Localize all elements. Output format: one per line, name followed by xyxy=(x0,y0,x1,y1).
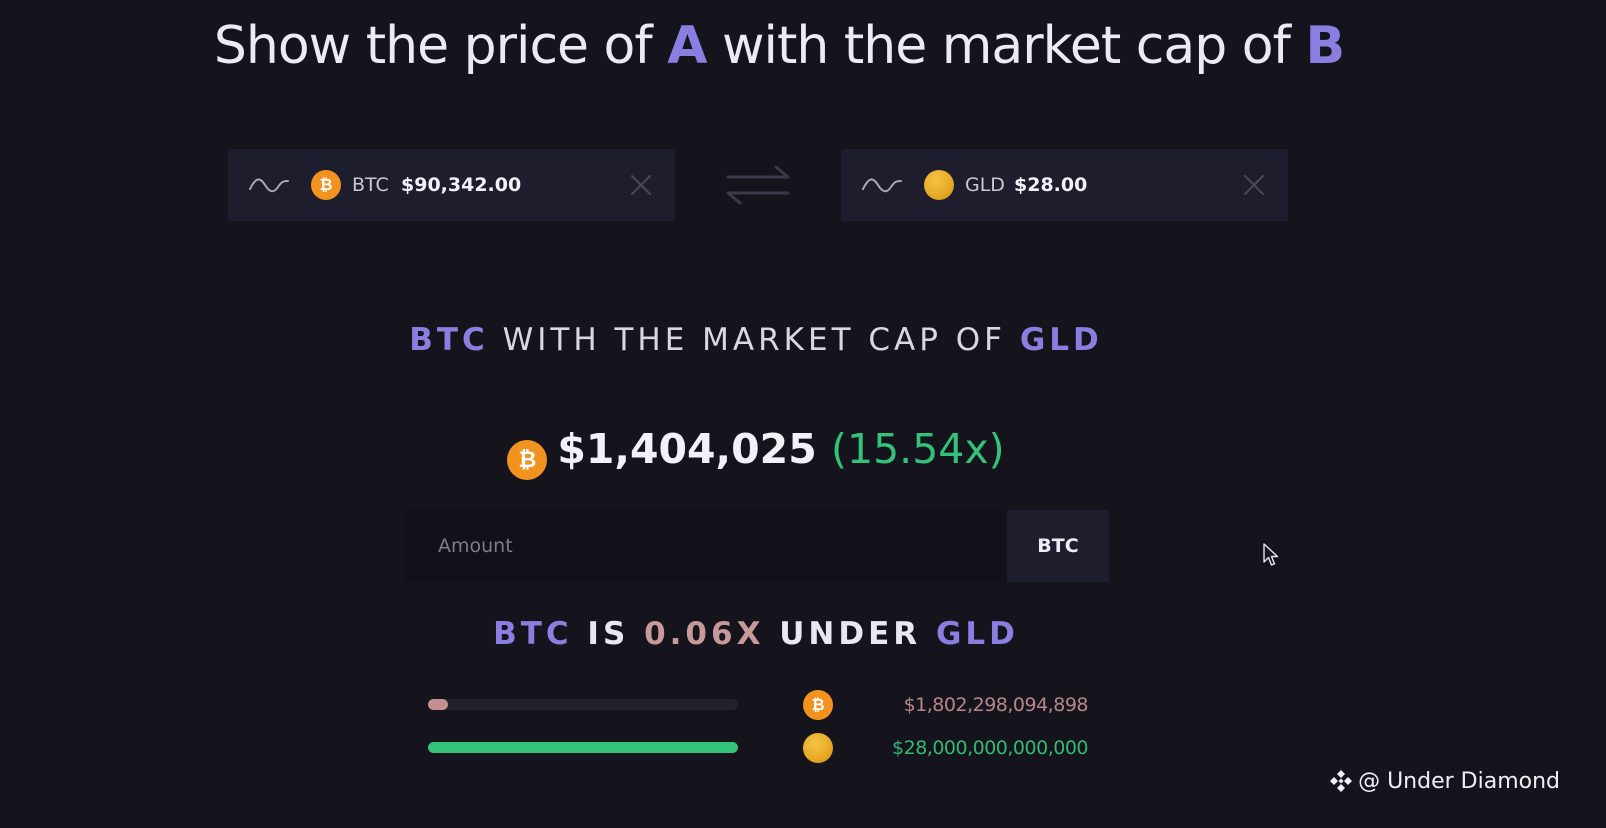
token-a-symbol: BTC xyxy=(352,174,389,196)
token-a-selector[interactable]: ₿ BTC $90,342.00 xyxy=(228,149,675,221)
close-icon[interactable] xyxy=(1242,173,1266,197)
bitcoin-icon: ₿ xyxy=(507,440,548,480)
title-middle: with the market cap of xyxy=(706,16,1306,76)
market-cap-fill-btc xyxy=(428,699,448,710)
page-title: Show the price of A with the market cap … xyxy=(0,16,1558,76)
token-b-price: $28.00 xyxy=(1014,174,1088,196)
ratio-under: UNDER xyxy=(764,616,936,652)
bitcoin-icon: ₿ xyxy=(311,170,341,200)
comparison-symbol-a: BTC xyxy=(409,322,489,358)
title-prefix: Show the price of xyxy=(213,16,668,76)
ratio-symbol-a: BTC xyxy=(493,616,573,652)
title-token-b: B xyxy=(1305,16,1345,76)
sparkline-icon xyxy=(249,178,289,193)
mouse-cursor-icon xyxy=(1263,543,1279,566)
hypothetical-price-value: $1,404,025 xyxy=(557,425,817,473)
bitcoin-icon: ₿ xyxy=(803,690,833,720)
ratio-symbol-b: GLD xyxy=(935,616,1019,652)
market-cap-track xyxy=(428,742,738,753)
title-token-a: A xyxy=(667,16,707,76)
amount-input[interactable] xyxy=(403,510,1007,582)
market-cap-track xyxy=(428,699,738,710)
comparison-phrase: WITH THE MARKET CAP OF xyxy=(488,322,1020,358)
watermark-text: @ Under Diamond xyxy=(1358,768,1560,794)
hypothetical-price: ₿ $1,404,025 (15.54x) xyxy=(0,425,1512,480)
ratio-value: 0.06X xyxy=(644,616,765,652)
close-icon[interactable] xyxy=(629,173,653,197)
amount-unit-button[interactable]: BTC xyxy=(1007,510,1109,582)
comparison-symbol-b: GLD xyxy=(1019,322,1103,358)
market-cap-row-btc: ₿ $1,802,298,094,898 xyxy=(428,690,1089,720)
token-a-price: $90,342.00 xyxy=(401,174,522,196)
amount-row: BTC xyxy=(403,510,1109,582)
token-b-symbol: GLD xyxy=(965,174,1005,196)
ratio-heading: BTC IS 0.06X UNDER GLD xyxy=(0,616,1512,652)
market-cap-value-btc: $1,802,298,094,898 xyxy=(903,694,1089,716)
token-b-selector[interactable]: GLD $28.00 xyxy=(841,149,1288,221)
sparkline-icon xyxy=(862,178,902,193)
market-cap-row-gld: $28,000,000,000,000 xyxy=(428,733,1088,763)
watermark: @ Under Diamond xyxy=(1328,768,1560,794)
comparison-heading: BTC WITH THE MARKET CAP OF GLD xyxy=(0,322,1512,358)
price-multiplier: (15.54x) xyxy=(831,425,1005,473)
gold-coin-icon xyxy=(924,170,954,200)
ratio-is: IS xyxy=(572,616,645,652)
market-cap-fill-gld xyxy=(428,742,738,753)
gold-coin-icon xyxy=(803,733,833,763)
market-cap-value-gld: $28,000,000,000,000 xyxy=(892,737,1088,759)
binance-diamond-icon xyxy=(1330,770,1353,792)
swap-arrows-icon[interactable] xyxy=(724,160,792,210)
